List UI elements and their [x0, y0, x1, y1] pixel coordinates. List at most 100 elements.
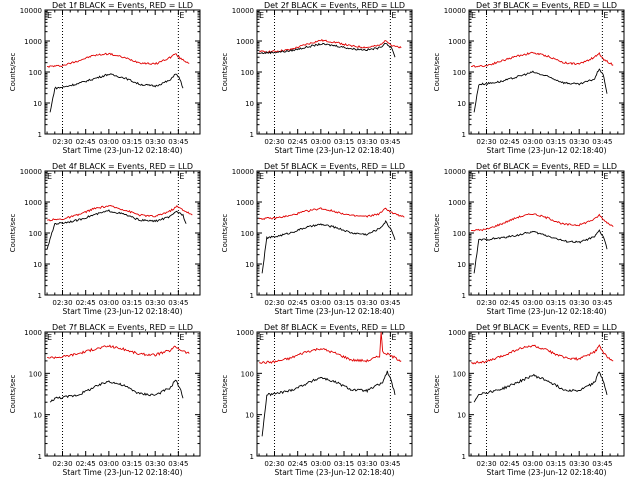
y-tick-label: 100	[29, 230, 42, 238]
x-tick-label: 03:15	[122, 460, 142, 468]
y-tick-label: 10	[457, 412, 466, 420]
e-flag-label: E	[603, 11, 608, 20]
lld-series-line	[471, 51, 614, 68]
detector-panel-4: Det 4f BLACK = Events, RED = LLD 1 10 100 10…	[9, 162, 201, 316]
x-tick-label: 03:30	[357, 299, 377, 307]
x-tick-label: 03:00	[311, 460, 331, 468]
y-axis-label: Counts/sec	[9, 375, 17, 414]
y-tick-label: 1	[462, 292, 466, 300]
events-series-line	[259, 42, 396, 58]
y-tick-label: 1	[38, 292, 42, 300]
events-series-line	[46, 209, 187, 250]
x-tick-label: 03:45	[380, 460, 400, 468]
events-series-line	[49, 73, 184, 113]
plot-frame	[256, 9, 413, 135]
panel-title: Det 9f BLACK = Events, RED = LLD	[476, 323, 617, 332]
y-tick-label: 1000	[448, 38, 466, 46]
x-tick-label: 03:45	[168, 299, 188, 307]
panel-title: Det 1f BLACK = Events, RED = LLD	[52, 1, 193, 10]
y-tick-label: 1000	[236, 199, 254, 207]
y-tick-label: 10	[245, 100, 254, 108]
y-tick-label: 100	[241, 69, 254, 77]
x-tick-label: 02:45	[76, 138, 96, 146]
x-tick-label: 02:30	[52, 299, 72, 307]
y-tick-label: 10000	[444, 7, 466, 15]
y-tick-label: 10	[33, 412, 42, 420]
panel-title: Det 3f BLACK = Events, RED = LLD	[476, 1, 617, 10]
y-tick-label: 100	[453, 370, 466, 378]
x-tick-label: 03:30	[357, 138, 377, 146]
events-series-line	[261, 220, 396, 274]
x-tick-label: 03:30	[357, 460, 377, 468]
e-flag-label: E	[179, 172, 184, 181]
y-axis-label: Counts/sec	[433, 375, 441, 414]
x-tick-label: 03:00	[99, 138, 119, 146]
e-flag-label: E	[47, 11, 52, 20]
x-tick-label: 02:30	[476, 299, 496, 307]
x-tick-label: 03:45	[592, 299, 612, 307]
e-flag-label: E	[391, 11, 396, 20]
x-tick-label: 02:30	[476, 138, 496, 146]
x-tick-label: 02:30	[264, 299, 284, 307]
e-flag-label: E	[259, 172, 264, 181]
y-tick-label: 1	[250, 292, 254, 300]
x-tick-label: 03:30	[145, 299, 165, 307]
e-flag-label: E	[603, 172, 608, 181]
detector-panel-1: Det 1f BLACK = Events, RED = LLD 1 10 100 10…	[9, 1, 201, 155]
detector-panel-8: Det 8f BLACK = Events, RED = LLD 1 10 100 10…	[221, 323, 413, 477]
x-tick-label: 02:45	[500, 460, 520, 468]
lld-series-line	[471, 213, 614, 232]
detector-panel-2: Det 2f BLACK = Events, RED = LLD 1 10 100 10…	[221, 1, 413, 155]
x-tick-label: 02:30	[264, 460, 284, 468]
plot-frame	[256, 170, 413, 296]
lld-series-line	[471, 344, 614, 365]
x-tick-label: 03:15	[334, 460, 354, 468]
events-series-line	[473, 68, 608, 113]
y-tick-label: 1	[250, 131, 254, 139]
x-tick-label: 02:30	[52, 460, 72, 468]
y-tick-label: 1	[462, 453, 466, 461]
e-flag-label: E	[179, 11, 184, 20]
x-tick-label: 03:00	[99, 299, 119, 307]
x-tick-label: 03:45	[592, 460, 612, 468]
x-tick-label: 02:45	[288, 138, 308, 146]
y-tick-label: 1000	[448, 199, 466, 207]
detector-panel-6: Det 6f BLACK = Events, RED = LLD 1 10 100 10…	[433, 162, 625, 316]
panel-title: Det 4f BLACK = Events, RED = LLD	[52, 162, 193, 171]
y-tick-label: 10	[457, 100, 466, 108]
x-axis-label: Start Time (23-Jun-12 02:18:40)	[487, 146, 607, 155]
y-tick-label: 100	[241, 370, 254, 378]
y-tick-label: 1000	[24, 329, 42, 337]
x-tick-label: 02:45	[76, 460, 96, 468]
y-tick-label: 100	[241, 230, 254, 238]
y-tick-label: 10	[245, 412, 254, 420]
y-tick-label: 100	[29, 370, 42, 378]
y-tick-label: 10	[33, 100, 42, 108]
x-tick-label: 02:30	[264, 138, 284, 146]
y-tick-label: 10000	[232, 168, 254, 176]
x-tick-label: 03:00	[523, 138, 543, 146]
x-tick-label: 02:30	[476, 460, 496, 468]
x-tick-label: 03:30	[145, 138, 165, 146]
lld-series-line	[47, 52, 190, 68]
plot-frame	[256, 331, 413, 457]
x-tick-label: 03:45	[592, 138, 612, 146]
events-series-line	[473, 229, 608, 274]
x-tick-label: 03:15	[334, 299, 354, 307]
x-tick-label: 02:45	[500, 299, 520, 307]
x-axis-label: Start Time (23-Jun-12 02:18:40)	[275, 468, 395, 477]
x-axis-label: Start Time (23-Jun-12 02:18:40)	[487, 468, 607, 477]
y-tick-label: 1	[38, 453, 42, 461]
panel-title: Det 8f BLACK = Events, RED = LLD	[264, 323, 405, 332]
y-tick-label: 1000	[236, 329, 254, 337]
e-flag-label: E	[47, 172, 52, 181]
x-tick-label: 03:45	[380, 138, 400, 146]
x-tick-label: 02:45	[288, 460, 308, 468]
e-flag-label: E	[259, 333, 264, 342]
y-tick-label: 10	[33, 261, 42, 269]
y-tick-label: 1	[250, 453, 254, 461]
x-tick-label: 03:15	[546, 138, 566, 146]
events-series-line	[49, 379, 184, 403]
e-flag-label: E	[47, 333, 52, 342]
x-axis-label: Start Time (23-Jun-12 02:18:40)	[63, 307, 183, 316]
